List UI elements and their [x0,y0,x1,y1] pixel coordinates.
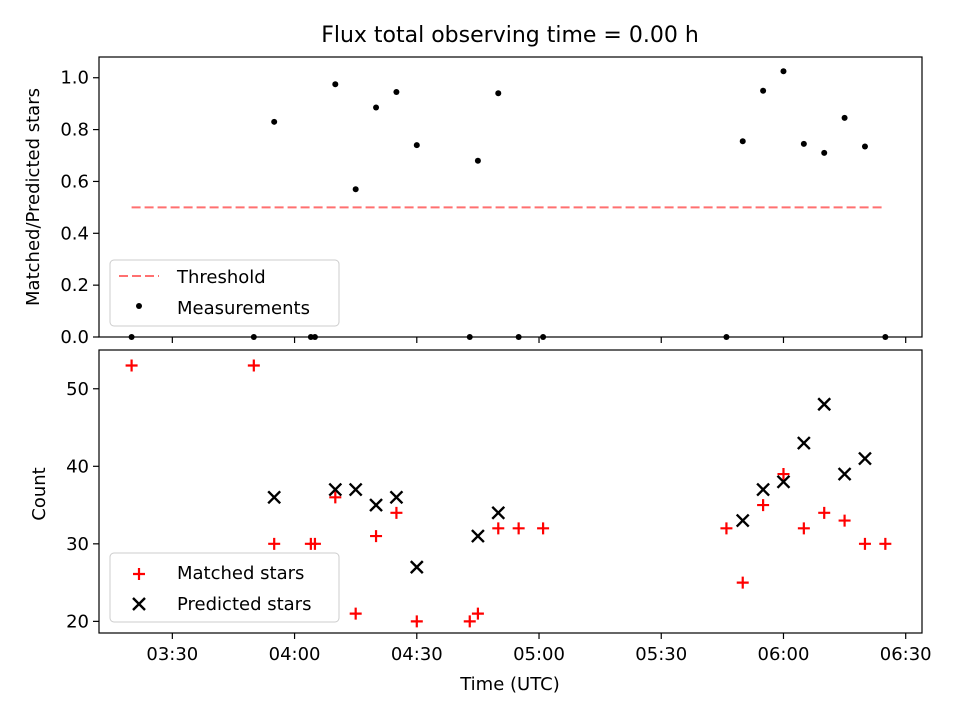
predicted-star-point [328,482,343,497]
top-plot-frame [98,56,923,338]
bottom-panel: 20 30 40 50 03:30 04:00 04:30 05:00 05:30 06:00 06… [66,349,932,665]
matched-star-point [370,530,383,543]
predicted-star-point [817,397,832,412]
top-y-tick-label: 0.2 [60,275,89,296]
matched-star-point [125,359,138,372]
predicted-star-point [796,436,811,450]
legend-matched-label: Matched stars [177,563,304,584]
predicted-star-point [369,498,383,512]
bottom-x-tick-label: 05:00 [513,644,565,665]
bottom-y-axis-label: Count [29,467,50,520]
predicted-star-point [735,513,750,528]
predicted-star-point [348,482,363,497]
bottom-x-tick-label: 06:00 [758,644,810,665]
top-y-tick-label: 0.4 [60,223,89,244]
matched-star-point [777,468,790,481]
legend-predicted-swatch [132,597,146,611]
predicted-star-point [837,467,852,481]
bottom-y-tick-label: 50 [66,379,89,400]
measurement-point [739,138,746,145]
matched-star-point [410,615,423,628]
predicted-star-point [491,505,506,520]
bottom-legend: Matched stars Predicted stars [109,552,340,623]
legend-matched-swatch [133,568,145,580]
matched-star-point [818,506,831,519]
matched-star-point [512,522,525,535]
predicted-star-point [389,490,404,505]
bottom-x-tick-label: 04:00 [269,644,321,665]
matched-star-point [858,537,871,550]
measurement-point [841,114,848,121]
matched-star-point [463,615,476,628]
matched-star-point [879,537,892,550]
top-y-tick-label: 0.8 [60,120,89,141]
matched-star-point [736,576,749,589]
predicted-star-point [409,560,424,574]
legend-measurements-label: Measurements [177,298,310,319]
measurement-point [413,142,420,149]
matched-star-point [492,522,505,535]
measurement-point [780,68,787,75]
matched-star-point [471,607,484,620]
legend-measurements-swatch [136,303,142,309]
bottom-x-tick-label: 04:30 [391,644,443,665]
measurement-point [861,143,868,150]
top-panel: 0.0 0.2 0.4 0.6 0.8 1.0 Threshold Measurements [60,56,923,348]
predicted-star-point [267,490,282,505]
matched-star-point [349,607,362,620]
predicted-star-point [776,474,791,489]
bottom-x-tick-label: 06:30 [880,644,932,665]
matched-star-point [268,537,281,550]
predicted-star-point [471,529,485,543]
matched-star-point [757,499,770,512]
measurement-point [800,140,807,147]
matched-star-point [308,537,321,550]
chart-title: Flux total observing time = 0.00 h [321,23,699,48]
matched-star-point [390,506,403,519]
predicted-star-point [858,451,872,466]
matched-star-point [329,491,342,504]
measurement-point [271,118,278,125]
measurement-point [495,90,502,97]
top-legend-box [109,259,340,327]
matched-star-point [797,522,810,535]
top-y-tick-label: 0.6 [60,171,89,192]
matched-star-point [720,522,733,535]
predicted-star-point [756,482,770,497]
bottom-y-tick-label: 20 [66,611,89,632]
legend-threshold-label: Threshold [176,267,266,288]
bottom-y-tick-label: 40 [66,456,89,477]
measurement-point [352,186,359,193]
top-legend: Threshold Measurements [109,259,340,327]
bottom-y-tick-label: 30 [66,534,89,555]
measurement-point [332,81,339,88]
x-axis-label: Time (UTC) [459,674,560,695]
top-y-tick-label: 0.0 [60,327,89,348]
measurement-point [393,89,400,95]
matched-star-point [537,522,550,535]
matched-star-point [838,514,851,527]
measurement-point [373,104,380,111]
top-y-tick-label: 1.0 [60,68,89,89]
measurement-point [821,149,828,156]
bottom-legend-box [109,552,340,623]
matched-star-point [247,359,260,372]
measurement-point [760,87,767,94]
bottom-x-tick-label: 03:30 [146,644,198,665]
legend-predicted-label: Predicted stars [177,594,311,615]
bottom-x-tick-label: 05:30 [635,644,687,665]
measurement-point [474,157,481,164]
bottom-plot-frame [98,349,923,634]
top-y-axis-label: Matched/Predicted stars [23,88,44,306]
